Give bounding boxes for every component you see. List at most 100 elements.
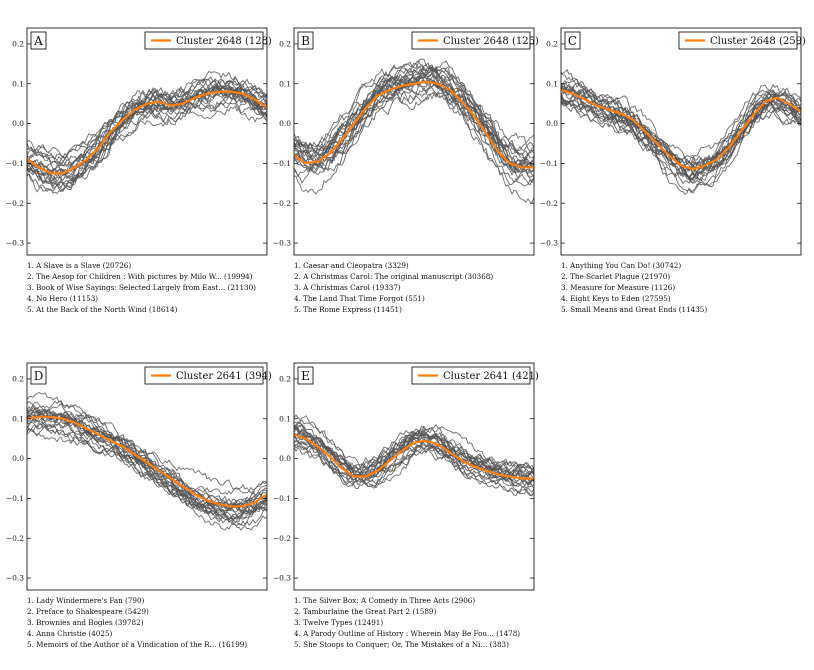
panel-e-book-list: 1. The Silver Box: A Comedy in Three Act…: [294, 595, 520, 650]
panel-b-ytick-label-2: 0.1: [279, 79, 291, 88]
panel-a-book-2: 2. The Aesop for Children : With picture…: [27, 272, 253, 281]
panel-e-ytick-label-2: 0.1: [279, 414, 291, 423]
panel-e-ytick-label-3: 0.0: [279, 454, 291, 463]
panel-e-ytick-label-1: 0.2: [279, 375, 291, 384]
panel-e-member-line-17: [294, 424, 534, 470]
panel-b-book-1: 1. Caesar and Cleopatra (3329): [294, 261, 409, 270]
panel-b-ytick-label-1: 0.2: [279, 40, 291, 49]
panel-d-legend-box: [144, 366, 264, 385]
panel-a: 0.2 0.1 0.0 −0.1 −0.2 −0.3 A Cluster 2648 (128): [6, 27, 272, 256]
panel-e-book-1: 1. The Silver Box: A Comedy in Three Act…: [294, 596, 476, 605]
panel-e-member-line-10: [294, 414, 534, 478]
panel-b-frame: [293, 27, 535, 256]
panel-c-ytick-label-6: −0.3: [540, 239, 558, 248]
panel-a-ytick-label-4: −0.1: [6, 159, 24, 168]
panel-c-book-4: 4. Eight Keys to Eden (27595): [561, 294, 671, 303]
panel-a-centroid-line: [27, 90, 267, 175]
panel-e: 0.2 0.1 0.0 −0.1 −0.2 −0.3 E Cluster 2641 (421): [273, 362, 539, 591]
panel-b-member-line-22: [294, 90, 534, 187]
panel-d-member-lines: [27, 391, 267, 531]
panel-d: 0.2 0.1 0.0 −0.1 −0.2 −0.3 D Cluster 2641 (394): [6, 362, 272, 591]
panel-d-member-line-17: [27, 425, 267, 507]
panel-d-frame: [26, 362, 268, 591]
panel-c-ytick-label-2: 0.1: [546, 79, 558, 88]
panel-b-member-line-10: [294, 73, 534, 169]
panel-e-centroid-line: [294, 433, 534, 480]
panel-d-legend-label: Cluster 2641 (394): [176, 371, 272, 382]
panel-b-book-5: 5. The Rome Express (11451): [294, 305, 402, 314]
panel-a-ytick-label-5: −0.2: [6, 199, 24, 208]
panel-e-ytick-label-6: −0.3: [273, 574, 291, 583]
panel-c-member-lines: [561, 68, 801, 195]
panel-e-letter: E: [301, 369, 310, 383]
panel-b: 0.2 0.1 0.0 −0.1 −0.2 −0.3 B Cluster 2648 (125): [273, 27, 539, 256]
panel-b-legend-label: Cluster 2648 (125): [443, 36, 539, 47]
panel-a-letter: A: [33, 34, 43, 48]
panel-c-member-line-14: [561, 82, 801, 168]
panel-b-member-line-4: [294, 64, 534, 153]
panel-d-book-2: 2. Preface to Shakespeare (5429): [27, 607, 149, 616]
panel-e-book-4: 4. A Parody Outline of History : Wherein…: [294, 629, 521, 638]
panel-b-ytick-label-5: −0.2: [273, 199, 291, 208]
panel-d-ytick-label-5: −0.2: [6, 534, 24, 543]
panel-e-member-line-13: [294, 435, 534, 482]
panel-d-ytick-label-4: −0.1: [6, 494, 24, 503]
panel-d-member-line-21: [27, 407, 267, 521]
panel-d-member-line-12: [27, 421, 267, 516]
panel-c-book-2: 2. The Scarlet Plague (21970): [561, 272, 671, 281]
panel-d-book-list: 1. Lady Windermere's Fan (790) 2. Prefac…: [27, 595, 247, 650]
panel-e-book-5: 5. She Stoops to Conquer; Or, The Mistak…: [294, 640, 509, 649]
panel-a-member-line-15: [27, 89, 267, 168]
panel-c-letter: C: [568, 34, 577, 48]
panel-e-book-3: 3. Twelve Types (12491): [294, 618, 384, 627]
panel-a-book-list: 1. A Slave is a Slave (20726) 2. The Aes…: [27, 260, 256, 315]
panel-a-book-1: 1. A Slave is a Slave (20726): [27, 261, 132, 270]
panel-a-member-line-14: [27, 88, 267, 171]
panel-e-book-2: 2. Tamburlaine the Great Part 2 (1589): [294, 607, 437, 616]
panel-e-ytick-label-4: −0.1: [273, 494, 291, 503]
panel-c-legend-label: Cluster 2648 (259): [710, 36, 806, 47]
panel-d-ytick-label-3: 0.0: [12, 454, 24, 463]
panel-e-legend-box: [411, 366, 531, 385]
panel-d-member-line-22: [27, 409, 267, 526]
panel-e-member-line-6: [294, 444, 534, 494]
panel-e-ytick-label-5: −0.2: [273, 534, 291, 543]
panel-e-frame: [293, 362, 535, 591]
panel-d-ytick-label-6: −0.3: [6, 574, 24, 583]
panel-d-ytick-label-2: 0.1: [12, 414, 24, 423]
panel-c-book-1: 1. Anything You Can Do! (30742): [561, 261, 682, 270]
panel-b-member-line-6: [294, 71, 534, 182]
panel-a-frame: [26, 27, 268, 256]
panel-b-ytick-label-3: 0.0: [279, 119, 291, 128]
panel-d-letter-box: [30, 366, 47, 385]
panel-d-centroid-line: [27, 415, 267, 508]
panel-c-member-line-16: [561, 83, 801, 165]
panel-b-member-line-2: [294, 60, 534, 173]
panel-a-book-3: 3. Book of Wise Sayings: Selected Largel…: [27, 283, 256, 292]
panel-c-letter-box: [564, 31, 581, 50]
panel-a-legend-box: [144, 31, 264, 50]
panel-d-letter: D: [34, 369, 44, 383]
panel-b-book-3: 3. A Christmas Carol (19337): [294, 283, 401, 292]
panel-d-book-5: 5. Memoirs of the Author of a Vindicatio…: [27, 640, 248, 649]
panel-c-member-line-17: [561, 68, 801, 171]
panel-c-frame: [560, 27, 802, 256]
panel-c-book-5: 5. Small Means and Great Ends (11435): [561, 305, 708, 314]
panel-a-member-lines: [27, 70, 267, 195]
panel-a-letter-box: [30, 31, 47, 50]
panel-d-book-4: 4. Anna Christie (4025): [27, 629, 113, 638]
panel-e-member-line-19: [294, 446, 534, 487]
panel-e-letter-box: [297, 366, 314, 385]
panel-c-ytick-label-5: −0.2: [540, 199, 558, 208]
panel-c: 0.2 0.1 0.0 −0.1 −0.2 −0.3 C Cluster 2648 (259): [540, 27, 806, 256]
panel-b-book-2: 2. A Christmas Carol: The original manus…: [294, 272, 494, 281]
panel-a-book-5: 5. At the Back of the North Wind (18614): [27, 305, 178, 314]
panel-b-ytick-label-4: −0.1: [273, 159, 291, 168]
panel-b-member-line-19: [294, 67, 534, 178]
panel-a-member-line-22: [27, 76, 267, 183]
panel-b-member-lines: [294, 58, 534, 204]
panel-a-ytick-label-2: 0.1: [12, 79, 24, 88]
panel-b-legend-box: [411, 31, 531, 50]
panel-b-ytick-label-6: −0.3: [273, 239, 291, 248]
